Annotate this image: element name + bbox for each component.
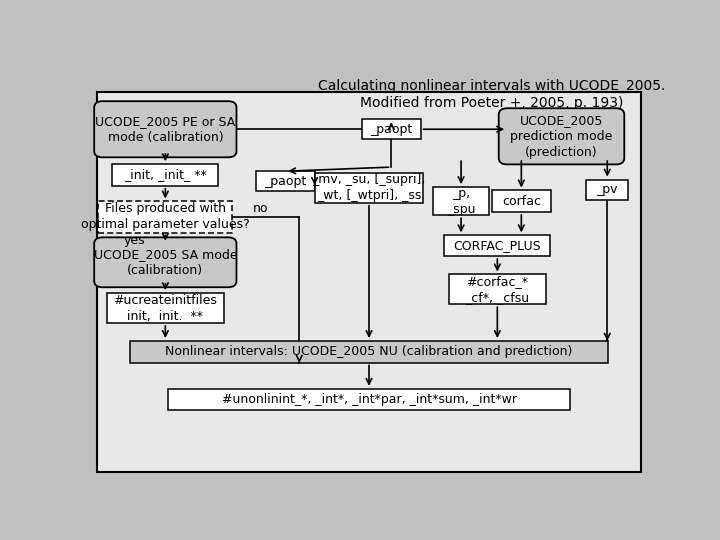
Text: CORFAC_PLUS: CORFAC_PLUS [454,239,541,252]
FancyBboxPatch shape [99,201,233,233]
Text: #ucreateinitfiles
init,  init.  **: #ucreateinitfiles init, init. ** [113,294,217,322]
Text: #corfac_*
_cf*, _cfsu: #corfac_* _cf*, _cfsu [465,275,529,304]
FancyBboxPatch shape [96,92,642,472]
Text: _pv: _pv [596,183,618,196]
FancyBboxPatch shape [444,235,550,256]
FancyBboxPatch shape [586,180,628,199]
FancyBboxPatch shape [112,164,218,186]
FancyBboxPatch shape [94,238,236,287]
Text: Nonlinear intervals: UCODE_2005 NU (calibration and prediction): Nonlinear intervals: UCODE_2005 NU (cali… [166,345,572,358]
Text: _paopt: _paopt [370,123,413,136]
FancyBboxPatch shape [256,171,315,191]
Text: corfac: corfac [502,195,541,208]
FancyBboxPatch shape [168,389,570,410]
FancyBboxPatch shape [107,293,224,323]
FancyBboxPatch shape [499,108,624,164]
Text: _mv, _su, [_supri],
_wt, [_wtpri], _ss: _mv, _su, [_supri], _wt, [_wtpri], _ss [312,173,426,202]
Text: _init, _init_ **: _init, _init_ ** [124,168,207,181]
Text: #unonlinint_*, _int*, _int*par, _int*sum, _int*wr: #unonlinint_*, _int*, _int*par, _int*sum… [222,393,516,406]
Text: UCODE_2005 PE or SA
mode (calibration): UCODE_2005 PE or SA mode (calibration) [95,114,235,144]
Text: UCODE_2005
prediction mode
(prediction): UCODE_2005 prediction mode (prediction) [510,114,613,159]
FancyBboxPatch shape [492,191,551,212]
FancyBboxPatch shape [362,119,420,139]
FancyBboxPatch shape [433,187,489,215]
FancyBboxPatch shape [130,341,608,362]
Text: _paopt: _paopt [264,175,307,188]
Text: _p,
_spu: _p, _spu [447,187,475,215]
Text: no: no [253,202,268,215]
Text: Calculating nonlinear intervals with UCODE_2005.
Modified from Poeter +, 2005, p: Calculating nonlinear intervals with UCO… [318,79,665,110]
Text: Files produced with
optimal parameter values?: Files produced with optimal parameter va… [81,202,250,232]
FancyBboxPatch shape [315,173,423,203]
FancyBboxPatch shape [94,101,236,157]
Text: yes: yes [124,234,145,247]
Text: UCODE_2005 SA mode
(calibration): UCODE_2005 SA mode (calibration) [94,248,237,277]
FancyBboxPatch shape [449,274,546,305]
